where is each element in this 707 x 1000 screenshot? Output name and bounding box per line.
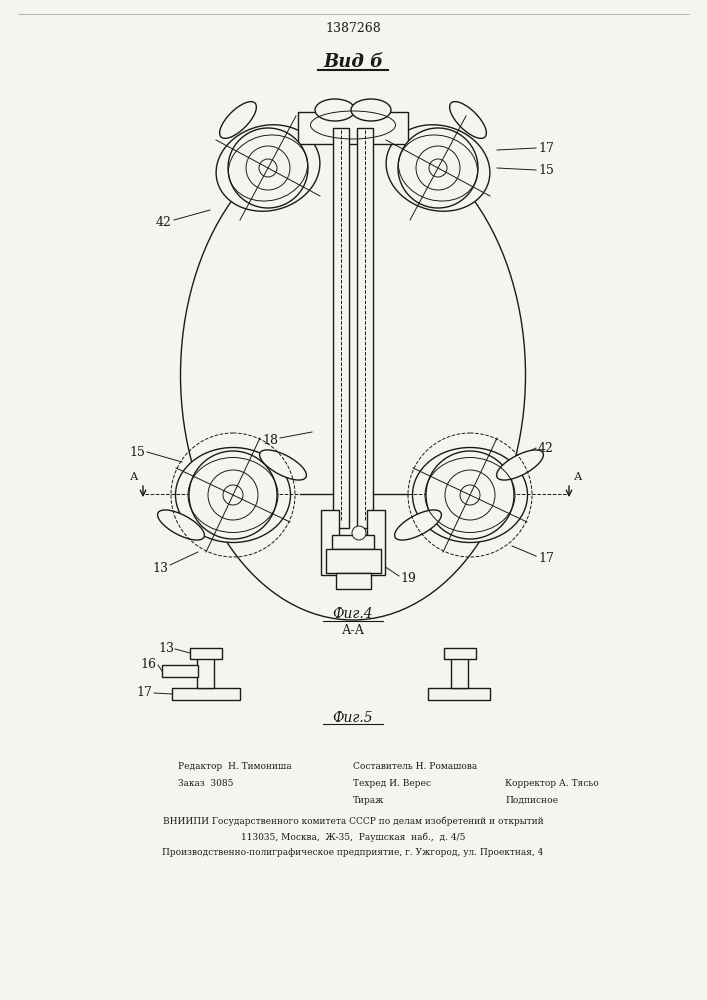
Text: А: А [130, 472, 138, 482]
Bar [428, 688, 490, 700]
Ellipse shape [259, 450, 306, 480]
Ellipse shape [450, 102, 486, 138]
Ellipse shape [386, 125, 490, 211]
Text: Тираж: Тираж [353, 796, 385, 805]
Bar [444, 648, 476, 659]
Circle shape [398, 128, 478, 208]
Text: Фиг.5: Фиг.5 [333, 711, 373, 725]
Text: Фиг.4: Фиг.4 [333, 607, 373, 621]
Text: 17: 17 [538, 552, 554, 564]
Text: 19: 19 [400, 572, 416, 584]
Bar [333, 128, 349, 528]
Text: А: А [574, 472, 582, 482]
Circle shape [208, 470, 258, 520]
Ellipse shape [180, 130, 525, 620]
Text: 16: 16 [140, 658, 156, 672]
Text: Техред И. Верес: Техред И. Верес [353, 779, 431, 788]
Ellipse shape [412, 448, 527, 542]
Text: А-А: А-А [341, 624, 365, 637]
Text: 15: 15 [129, 446, 145, 458]
Circle shape [352, 526, 366, 540]
Circle shape [259, 159, 277, 177]
Circle shape [189, 451, 277, 539]
Ellipse shape [158, 510, 204, 540]
Ellipse shape [175, 448, 291, 542]
Text: Производственно-полиграфическое предприятие, г. Ужгород, ул. Проектная, 4: Производственно-полиграфическое предприя… [163, 848, 544, 857]
Circle shape [460, 485, 480, 505]
Ellipse shape [216, 125, 320, 211]
Bar [162, 665, 198, 677]
Text: 17: 17 [538, 141, 554, 154]
Text: ВНИИПИ Государственного комитета СССР по делам изобретений и открытий: ВНИИПИ Государственного комитета СССР по… [163, 816, 544, 826]
Text: Заказ  3085: Заказ 3085 [178, 779, 233, 788]
Text: 42: 42 [538, 442, 554, 454]
Text: 13: 13 [158, 642, 174, 654]
Text: Корректор А. Тясьо: Корректор А. Тясьо [505, 779, 599, 788]
Bar [197, 658, 214, 688]
Circle shape [223, 485, 243, 505]
Bar [298, 112, 408, 144]
Bar [332, 535, 374, 549]
Circle shape [429, 159, 447, 177]
Text: 17: 17 [136, 686, 152, 700]
Text: 1387268: 1387268 [325, 21, 381, 34]
Text: 18: 18 [262, 434, 278, 446]
Ellipse shape [496, 450, 544, 480]
Ellipse shape [315, 99, 355, 121]
Text: Подписное: Подписное [505, 796, 558, 805]
Bar [190, 648, 222, 659]
Bar [336, 573, 371, 589]
Text: 13: 13 [152, 562, 168, 574]
Circle shape [246, 146, 290, 190]
Text: Вид б: Вид б [323, 53, 383, 71]
Bar [172, 688, 240, 700]
Circle shape [426, 451, 514, 539]
Circle shape [228, 128, 308, 208]
Bar [367, 510, 385, 575]
Circle shape [445, 470, 495, 520]
Bar [451, 658, 468, 688]
Bar [326, 549, 381, 573]
Ellipse shape [220, 102, 257, 138]
Text: 42: 42 [156, 216, 172, 229]
Bar [357, 128, 373, 528]
Ellipse shape [395, 510, 441, 540]
Text: Составитель Н. Ромашова: Составитель Н. Ромашова [353, 762, 477, 771]
Circle shape [416, 146, 460, 190]
Text: Редактор  Н. Тимониша: Редактор Н. Тимониша [178, 762, 291, 771]
Text: 15: 15 [538, 163, 554, 176]
Bar [321, 510, 339, 575]
Text: 113035, Москва,  Ж-35,  Раушская  наб.,  д. 4/5: 113035, Москва, Ж-35, Раушская наб., д. … [241, 832, 465, 842]
Ellipse shape [351, 99, 391, 121]
